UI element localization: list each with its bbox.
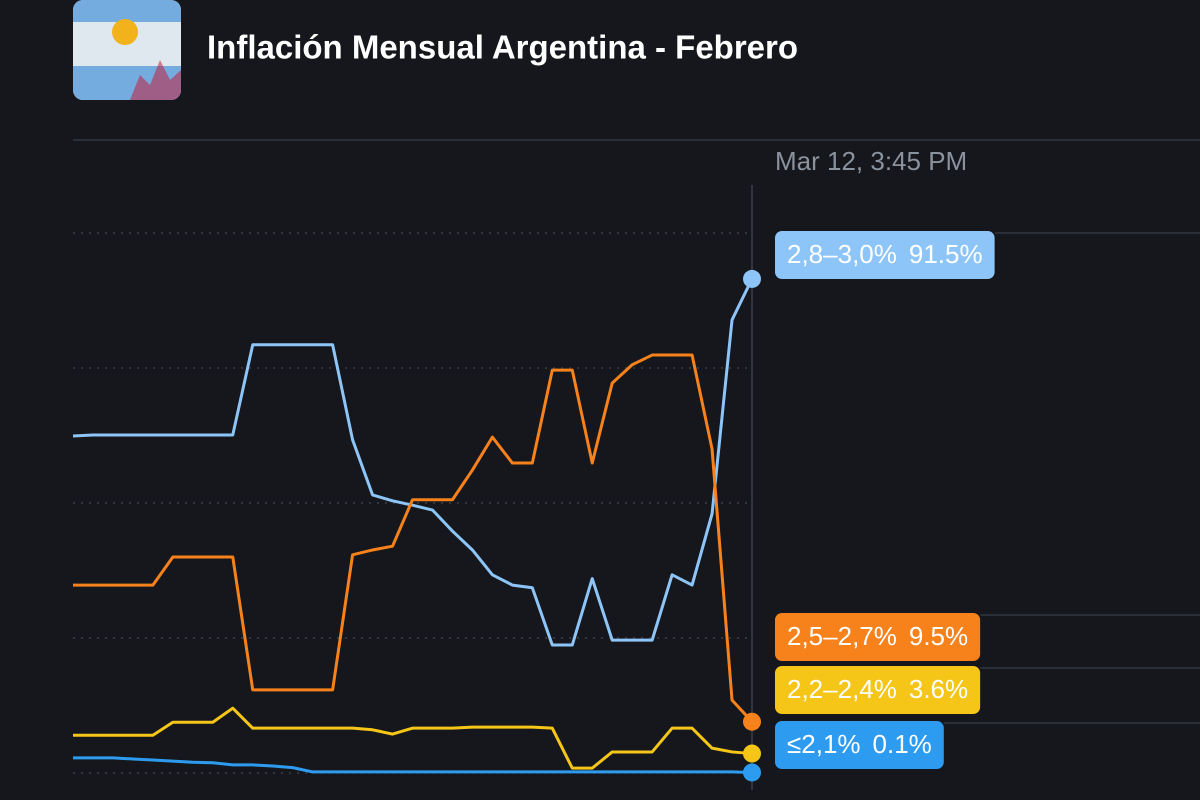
end-dot	[743, 763, 761, 782]
hover-date: Mar 12, 3:45 PM	[775, 146, 967, 176]
series-line	[73, 706, 753, 770]
series-line	[73, 756, 753, 774]
label-pill	[775, 613, 981, 661]
series-line	[72, 278, 754, 647]
label-pill	[775, 231, 995, 279]
series-label: 2,5–2,7% 9.5%	[775, 613, 981, 661]
series-label: ≤2,1% 0.1%	[775, 721, 944, 769]
page-title: Inflación Mensual Argentina - Febrero	[207, 29, 798, 66]
value-label: 0.1%	[873, 729, 932, 759]
label-pill	[775, 721, 944, 769]
label-pill	[775, 666, 981, 714]
value-label: 9.5%	[909, 621, 968, 651]
value-label: 91.5%	[909, 239, 983, 269]
series-label: 2,2–2,4% 3.6%	[775, 666, 981, 714]
end-dot	[743, 269, 761, 288]
flag-icon	[73, 0, 181, 100]
legend-entry: 2,2–2,4%	[787, 674, 897, 704]
value-label: 3.6%	[909, 674, 968, 704]
end-dot	[743, 712, 761, 731]
series-line	[73, 353, 754, 723]
series-label: 2,8–3,0% 91.5%	[775, 231, 995, 279]
legend-entry: ≤2,1%	[787, 729, 861, 759]
legend-entry: 2,8–3,0%	[787, 239, 897, 269]
legend-entry: 2,5–2,7%	[787, 621, 897, 651]
end-dot	[743, 744, 761, 763]
